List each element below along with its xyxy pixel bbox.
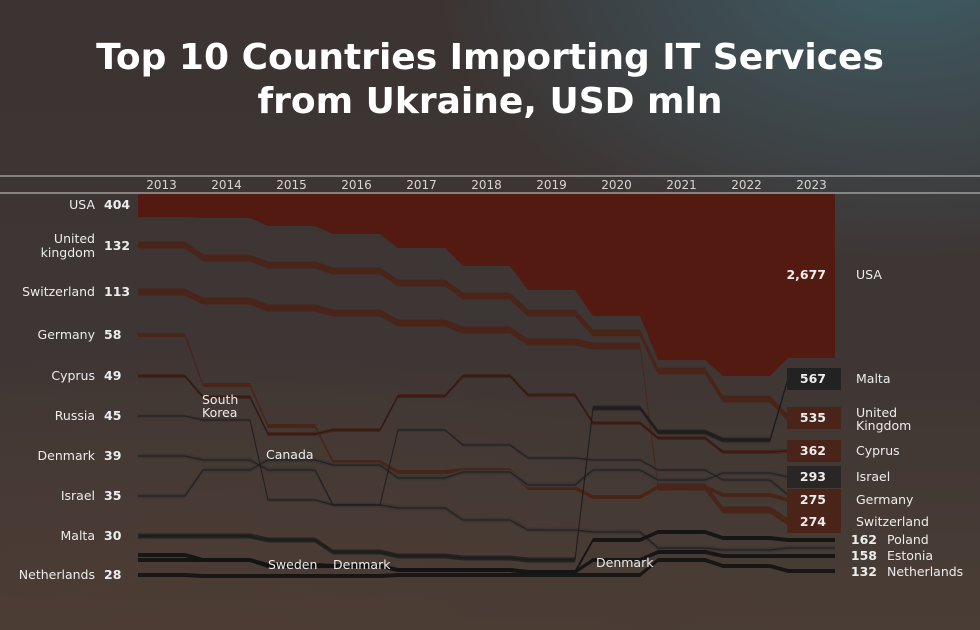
right-label-estonia: Estonia bbox=[887, 548, 933, 563]
right-value-estonia: 158 bbox=[851, 548, 877, 563]
right-box-malta bbox=[787, 368, 841, 390]
right-value-malta: 567 bbox=[800, 371, 826, 386]
inline-label-south-korea-0-line2: Korea bbox=[202, 405, 237, 420]
left-value-germany: 58 bbox=[104, 327, 121, 342]
right-label-switzerland: Switzerland bbox=[856, 514, 929, 529]
left-label-usa: USA bbox=[69, 197, 95, 212]
left-label-israel: Israel bbox=[61, 488, 95, 503]
left-value-russia: 45 bbox=[104, 408, 121, 423]
band-line-malta bbox=[138, 378, 835, 561]
left-value-usa: 404 bbox=[104, 197, 130, 212]
right-label-usa: USA bbox=[856, 267, 882, 282]
right-box-switzerland bbox=[787, 511, 841, 533]
left-value-netherlands: 28 bbox=[104, 567, 121, 582]
left-label-united-kingdom-line2: kingdom bbox=[41, 245, 95, 260]
left-label-cyprus: Cyprus bbox=[51, 368, 95, 383]
inline-label-sweden-2: Sweden bbox=[268, 557, 317, 572]
left-label-denmark: Denmark bbox=[38, 448, 96, 463]
bands-layer bbox=[138, 194, 835, 578]
right-value-united-kingdom: 535 bbox=[800, 410, 826, 425]
right-label-malta: Malta bbox=[856, 371, 890, 386]
right-label-united-kingdom-line2: Kingdom bbox=[856, 418, 911, 433]
right-box-cyprus bbox=[787, 440, 841, 462]
right-box-germany bbox=[787, 489, 841, 511]
left-value-switzerland: 113 bbox=[104, 284, 130, 299]
right-label-netherlands: Netherlands bbox=[887, 564, 963, 579]
right-box-israel bbox=[787, 466, 841, 488]
right-label-united-kingdom-line1: United bbox=[856, 405, 897, 420]
left-value-denmark: 39 bbox=[104, 448, 121, 463]
right-label-cyprus: Cyprus bbox=[856, 443, 900, 458]
left-label-germany: Germany bbox=[38, 327, 96, 342]
year-label-2018: 2018 bbox=[471, 178, 502, 192]
left-value-united-kingdom: 132 bbox=[104, 238, 130, 253]
band-poland bbox=[138, 530, 835, 574]
left-value-malta: 30 bbox=[104, 528, 122, 543]
right-value-switzerland: 274 bbox=[800, 514, 826, 529]
inline-label-canada-1: Canada bbox=[266, 447, 314, 462]
left-value-cyprus: 49 bbox=[104, 368, 121, 383]
year-label-2023: 2023 bbox=[796, 178, 827, 192]
chart-title-line2: from Ukraine, USD mln bbox=[257, 81, 723, 122]
right-value-israel: 293 bbox=[800, 469, 826, 484]
year-label-2014: 2014 bbox=[211, 178, 242, 192]
band-usa bbox=[138, 194, 835, 376]
year-label-2021: 2021 bbox=[666, 178, 697, 192]
left-label-netherlands: Netherlands bbox=[19, 567, 95, 582]
year-labels: 2013 2014 2015 2016 2017 2018 2019 2020 2021 2022… bbox=[146, 178, 827, 192]
right-value-usa: 2,677 bbox=[786, 267, 826, 282]
left-label-united-kingdom-line1: United bbox=[54, 231, 95, 246]
year-label-2016: 2016 bbox=[341, 178, 372, 192]
year-label-2013: 2013 bbox=[146, 178, 177, 192]
year-label-2015: 2015 bbox=[276, 178, 307, 192]
inline-label-south-korea-0-line1: South bbox=[202, 392, 238, 407]
left-value-israel: 35 bbox=[104, 488, 121, 503]
year-label-2019: 2019 bbox=[536, 178, 567, 192]
left-label-russia: Russia bbox=[55, 408, 95, 423]
band-estonia bbox=[138, 550, 835, 574]
band-united-kingdom bbox=[138, 241, 835, 422]
year-label-2020: 2020 bbox=[601, 178, 632, 192]
band-line-cyprus bbox=[138, 375, 835, 453]
right-value-poland: 162 bbox=[851, 532, 877, 547]
band-line-russia bbox=[138, 415, 835, 506]
band-germany bbox=[138, 333, 835, 502]
chart-title: Top 10 Countries Importing IT Services f… bbox=[0, 36, 980, 124]
right-value-cyprus: 362 bbox=[800, 443, 826, 458]
year-label-2017: 2017 bbox=[406, 178, 437, 192]
chart-title-line1: Top 10 Countries Importing IT Services bbox=[96, 37, 884, 78]
right-box-united-kingdom bbox=[787, 407, 841, 429]
right-label-israel: Israel bbox=[856, 469, 890, 484]
left-label-malta: Malta bbox=[61, 528, 95, 543]
right-label-germany: Germany bbox=[856, 492, 914, 507]
band-israel bbox=[138, 457, 835, 499]
year-label-2022: 2022 bbox=[731, 178, 762, 192]
band-line-denmark bbox=[138, 455, 835, 551]
left-label-switzerland: Switzerland bbox=[22, 284, 95, 299]
inline-label-denmark-3: Denmark bbox=[333, 557, 391, 572]
band-line-netherlands bbox=[138, 559, 835, 577]
right-value-netherlands: 132 bbox=[851, 564, 877, 579]
right-value-germany: 275 bbox=[800, 492, 826, 507]
inline-label-denmark-4: Denmark bbox=[596, 555, 654, 570]
right-label-poland: Poland bbox=[887, 532, 929, 547]
